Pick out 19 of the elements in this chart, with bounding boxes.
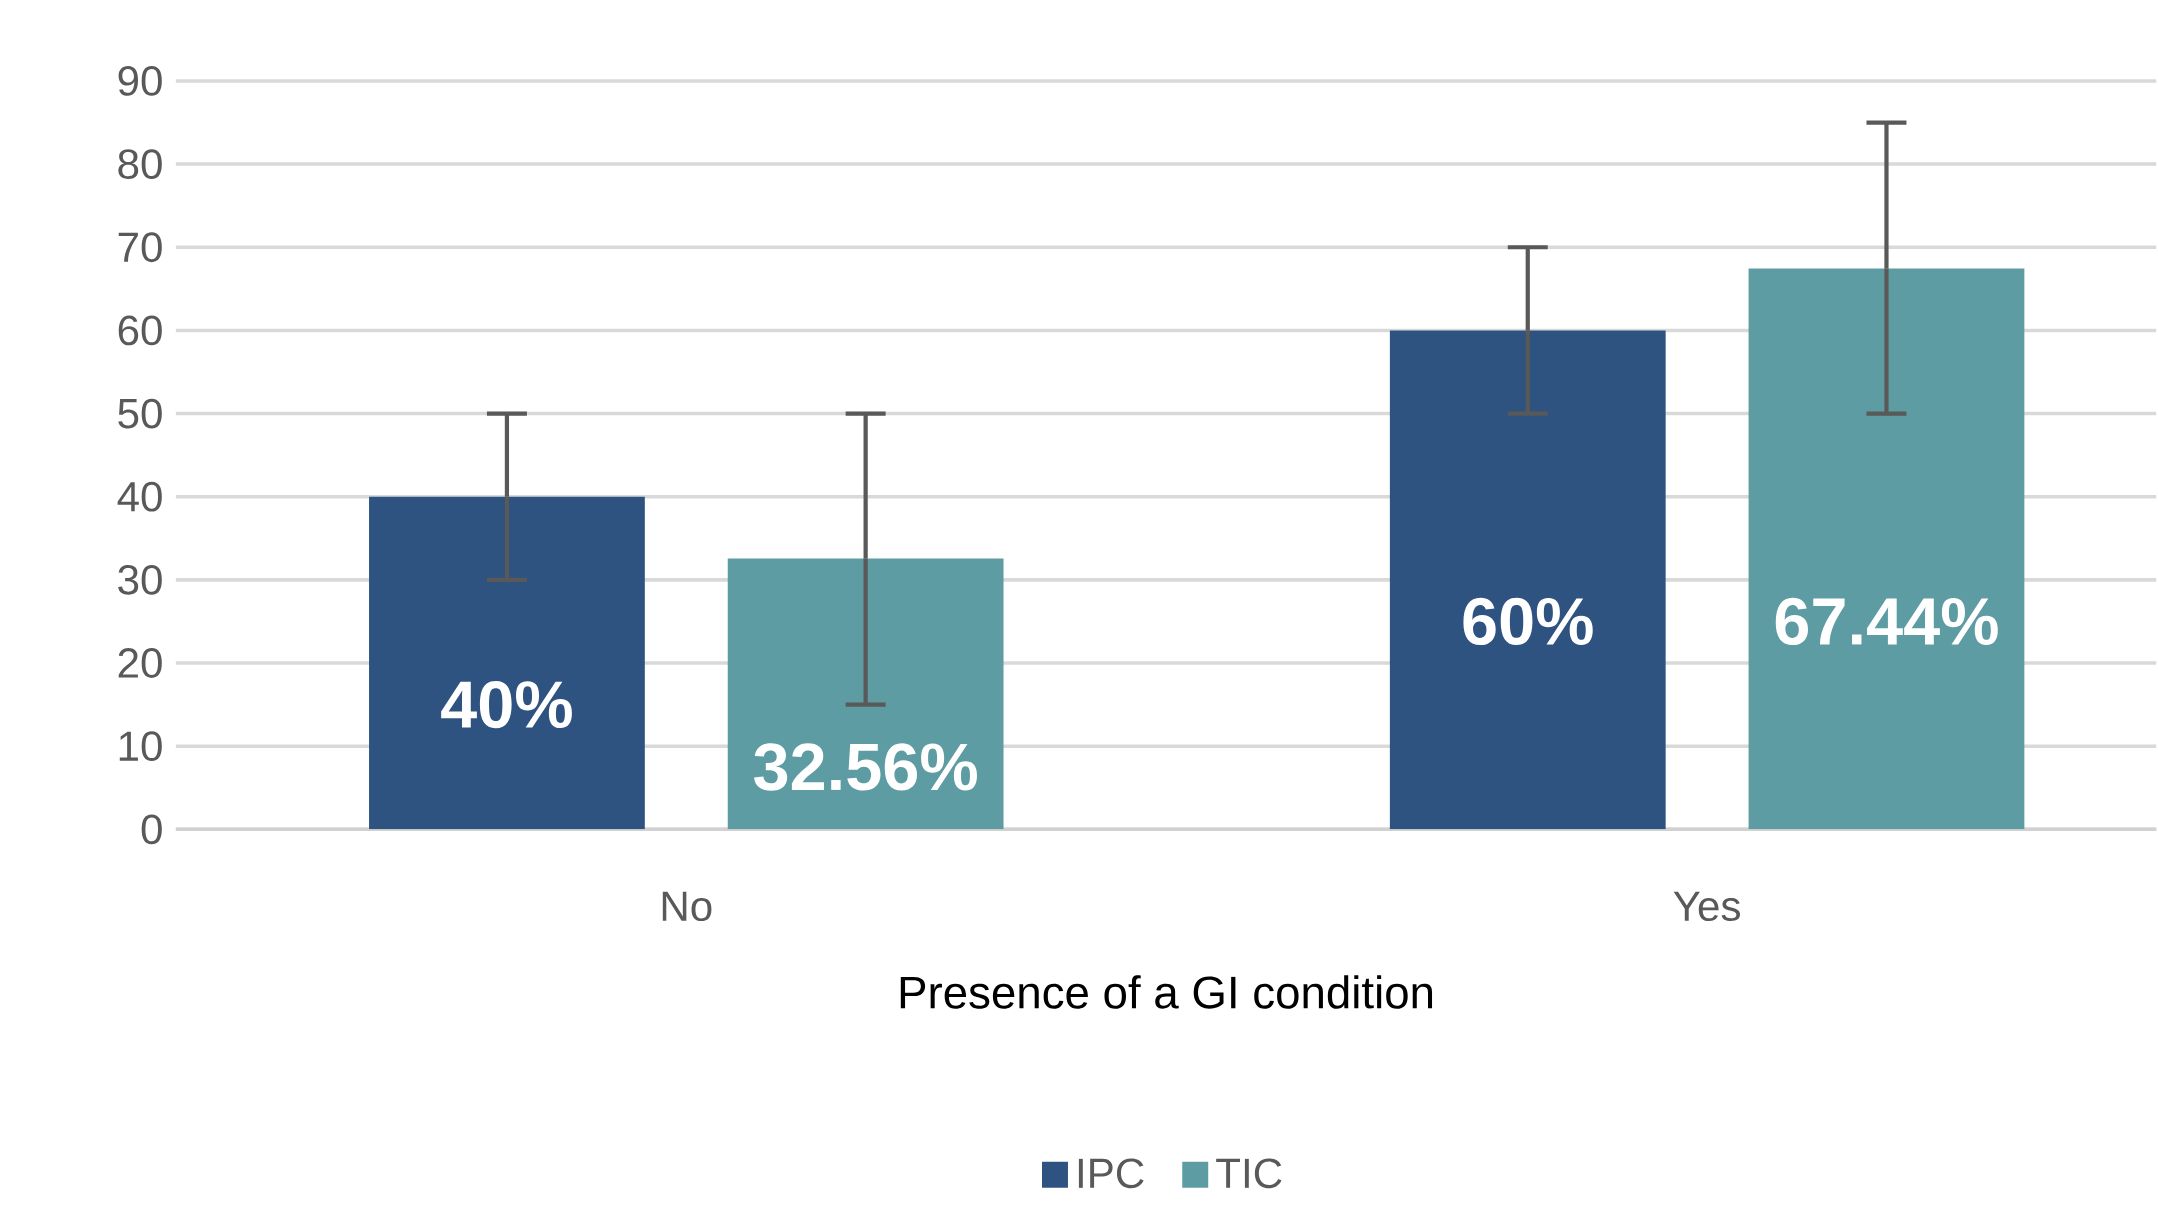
y-tick-label: 0 [141,814,162,845]
data-label: 40% [441,680,572,729]
data-label: 60% [1463,597,1593,646]
data-label: 32.56% [754,743,977,791]
x-tick-label: Yes [1673,891,1740,922]
legend-label: IPC [1078,1158,1144,1189]
y-tick-label: 20 [118,648,162,678]
y-tick-label: 70 [118,232,162,263]
data-label: 67.44% [1775,597,1998,646]
y-tick-label: 90 [118,65,162,96]
y-tick-label: 50 [118,398,162,429]
y-tick-label: 30 [118,564,162,595]
y-tick-label: 80 [118,149,162,179]
y-tick-label: 40 [117,481,162,512]
x-tick-label: No [662,891,712,922]
y-tick-label: 60 [118,315,162,346]
x-axis-title: Presence of a GI condition [900,975,1433,1009]
y-tick-label: 10 [119,731,162,762]
legend-label: TIC [1216,1158,1282,1189]
